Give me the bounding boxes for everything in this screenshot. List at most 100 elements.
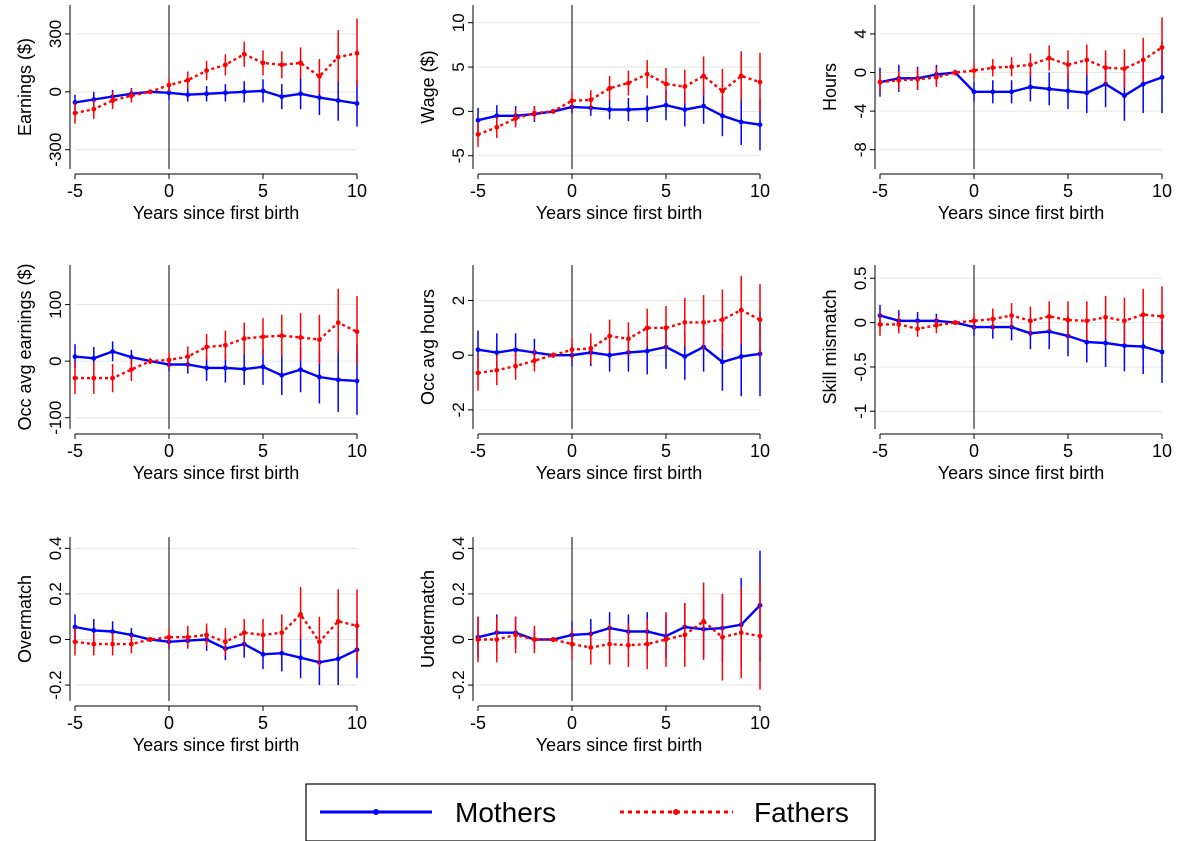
x-tick-label: 10 bbox=[1152, 181, 1172, 201]
point-fathers bbox=[279, 62, 285, 68]
point-fathers bbox=[241, 336, 247, 341]
point-mothers bbox=[1122, 343, 1127, 349]
point-mothers bbox=[1028, 84, 1033, 90]
legend-fathers-label: Fathers bbox=[754, 797, 849, 828]
point-fathers bbox=[91, 375, 97, 381]
series-mothers bbox=[72, 341, 360, 415]
point-mothers bbox=[72, 624, 78, 630]
x-tick-label: -5 bbox=[67, 713, 83, 733]
point-mothers bbox=[72, 354, 78, 360]
point-fathers bbox=[915, 326, 920, 332]
y-tick-label: -0.2 bbox=[46, 670, 65, 699]
chart-panel-4: -100 0 100 -5 0 5 10 Years since first birth Occ… bbox=[15, 263, 367, 483]
point-mothers bbox=[701, 103, 706, 109]
point-fathers bbox=[738, 73, 744, 79]
point-fathers bbox=[663, 81, 669, 87]
y-tick-label: -5 bbox=[449, 148, 468, 163]
x-tick-label: 5 bbox=[258, 441, 268, 461]
point-fathers bbox=[569, 347, 575, 353]
series-line-mothers bbox=[74, 625, 358, 664]
series-fathers bbox=[877, 286, 1165, 347]
x-tick-label: 0 bbox=[969, 181, 979, 201]
point-mothers bbox=[354, 101, 360, 106]
series-line-mothers bbox=[74, 350, 358, 383]
point-mothers bbox=[682, 107, 688, 113]
point-fathers bbox=[1009, 64, 1014, 70]
point-fathers bbox=[475, 637, 481, 642]
point-fathers bbox=[1046, 314, 1052, 319]
x-tick-label: -5 bbox=[470, 441, 486, 461]
series-mothers bbox=[475, 311, 763, 397]
point-fathers bbox=[663, 637, 669, 642]
point-fathers bbox=[298, 60, 303, 66]
y-tick-label: 0 bbox=[46, 356, 65, 365]
point-fathers bbox=[720, 317, 725, 323]
y-tick-label: 0.5 bbox=[851, 266, 870, 290]
point-fathers bbox=[110, 98, 115, 103]
y-tick-label: -8 bbox=[851, 142, 870, 157]
point-mothers bbox=[335, 98, 341, 103]
point-fathers bbox=[185, 634, 191, 640]
point-fathers bbox=[607, 85, 612, 91]
point-mothers bbox=[204, 365, 210, 371]
series-line-fathers bbox=[74, 52, 358, 115]
series-fathers bbox=[72, 288, 360, 394]
y-tick-label: 0 bbox=[46, 87, 65, 96]
point-fathers bbox=[354, 623, 360, 629]
point-fathers bbox=[1028, 318, 1033, 324]
point-fathers bbox=[279, 630, 285, 636]
point-fathers bbox=[896, 77, 902, 83]
point-fathers bbox=[644, 71, 650, 77]
point-fathers bbox=[1065, 62, 1071, 68]
y-axis-label: Wage ($) bbox=[418, 50, 438, 123]
point-mothers bbox=[166, 90, 172, 96]
point-mothers bbox=[513, 347, 518, 353]
x-tick-label: 5 bbox=[258, 713, 268, 733]
legend-mothers-label: Mothers bbox=[455, 797, 556, 828]
x-axis-label: Years since first birth bbox=[938, 463, 1104, 483]
point-mothers bbox=[720, 113, 725, 119]
point-fathers bbox=[72, 375, 78, 381]
y-tick-label: 0.2 bbox=[449, 582, 468, 606]
point-mothers bbox=[1046, 86, 1052, 92]
point-fathers bbox=[354, 50, 360, 56]
series-fathers bbox=[475, 275, 763, 391]
point-fathers bbox=[1122, 66, 1127, 72]
point-fathers bbox=[971, 318, 977, 324]
y-tick-label: -0.5 bbox=[851, 352, 870, 381]
x-tick-label: 0 bbox=[164, 181, 174, 201]
point-fathers bbox=[588, 97, 594, 103]
x-tick-label: 5 bbox=[661, 181, 671, 201]
chart-panel-6: -1 -0.5 0 0.5 -5 0 5 10 Years since first birth S… bbox=[820, 265, 1172, 483]
series-fathers bbox=[72, 587, 360, 667]
point-mothers bbox=[1159, 349, 1165, 355]
point-fathers bbox=[260, 60, 266, 66]
point-mothers bbox=[990, 89, 996, 95]
y-axis-label: Occ avg earnings ($) bbox=[15, 263, 35, 430]
y-axis-label: Overmatch bbox=[15, 575, 35, 663]
point-fathers bbox=[626, 336, 631, 342]
y-tick-label: 2 bbox=[449, 296, 468, 305]
y-axis-label: Undermatch bbox=[418, 570, 438, 668]
x-tick-label: 0 bbox=[567, 181, 577, 201]
point-mothers bbox=[185, 92, 191, 98]
point-fathers bbox=[166, 357, 172, 363]
series-line-mothers bbox=[74, 89, 358, 105]
x-tick-label: 0 bbox=[164, 713, 174, 733]
point-mothers bbox=[91, 355, 97, 361]
x-axis-label: Years since first birth bbox=[133, 463, 299, 483]
point-fathers bbox=[513, 116, 518, 121]
point-fathers bbox=[166, 82, 172, 88]
point-fathers bbox=[72, 110, 78, 116]
point-fathers bbox=[494, 124, 500, 130]
y-tick-label: -100 bbox=[46, 401, 65, 435]
point-fathers bbox=[494, 637, 500, 642]
point-fathers bbox=[129, 93, 134, 99]
x-tick-label: 10 bbox=[1152, 441, 1172, 461]
point-fathers bbox=[91, 641, 97, 647]
point-fathers bbox=[513, 363, 518, 369]
point-fathers bbox=[550, 352, 556, 358]
x-tick-label: -5 bbox=[67, 181, 83, 201]
y-tick-label: 0.2 bbox=[46, 582, 65, 606]
series-mothers bbox=[72, 614, 360, 686]
